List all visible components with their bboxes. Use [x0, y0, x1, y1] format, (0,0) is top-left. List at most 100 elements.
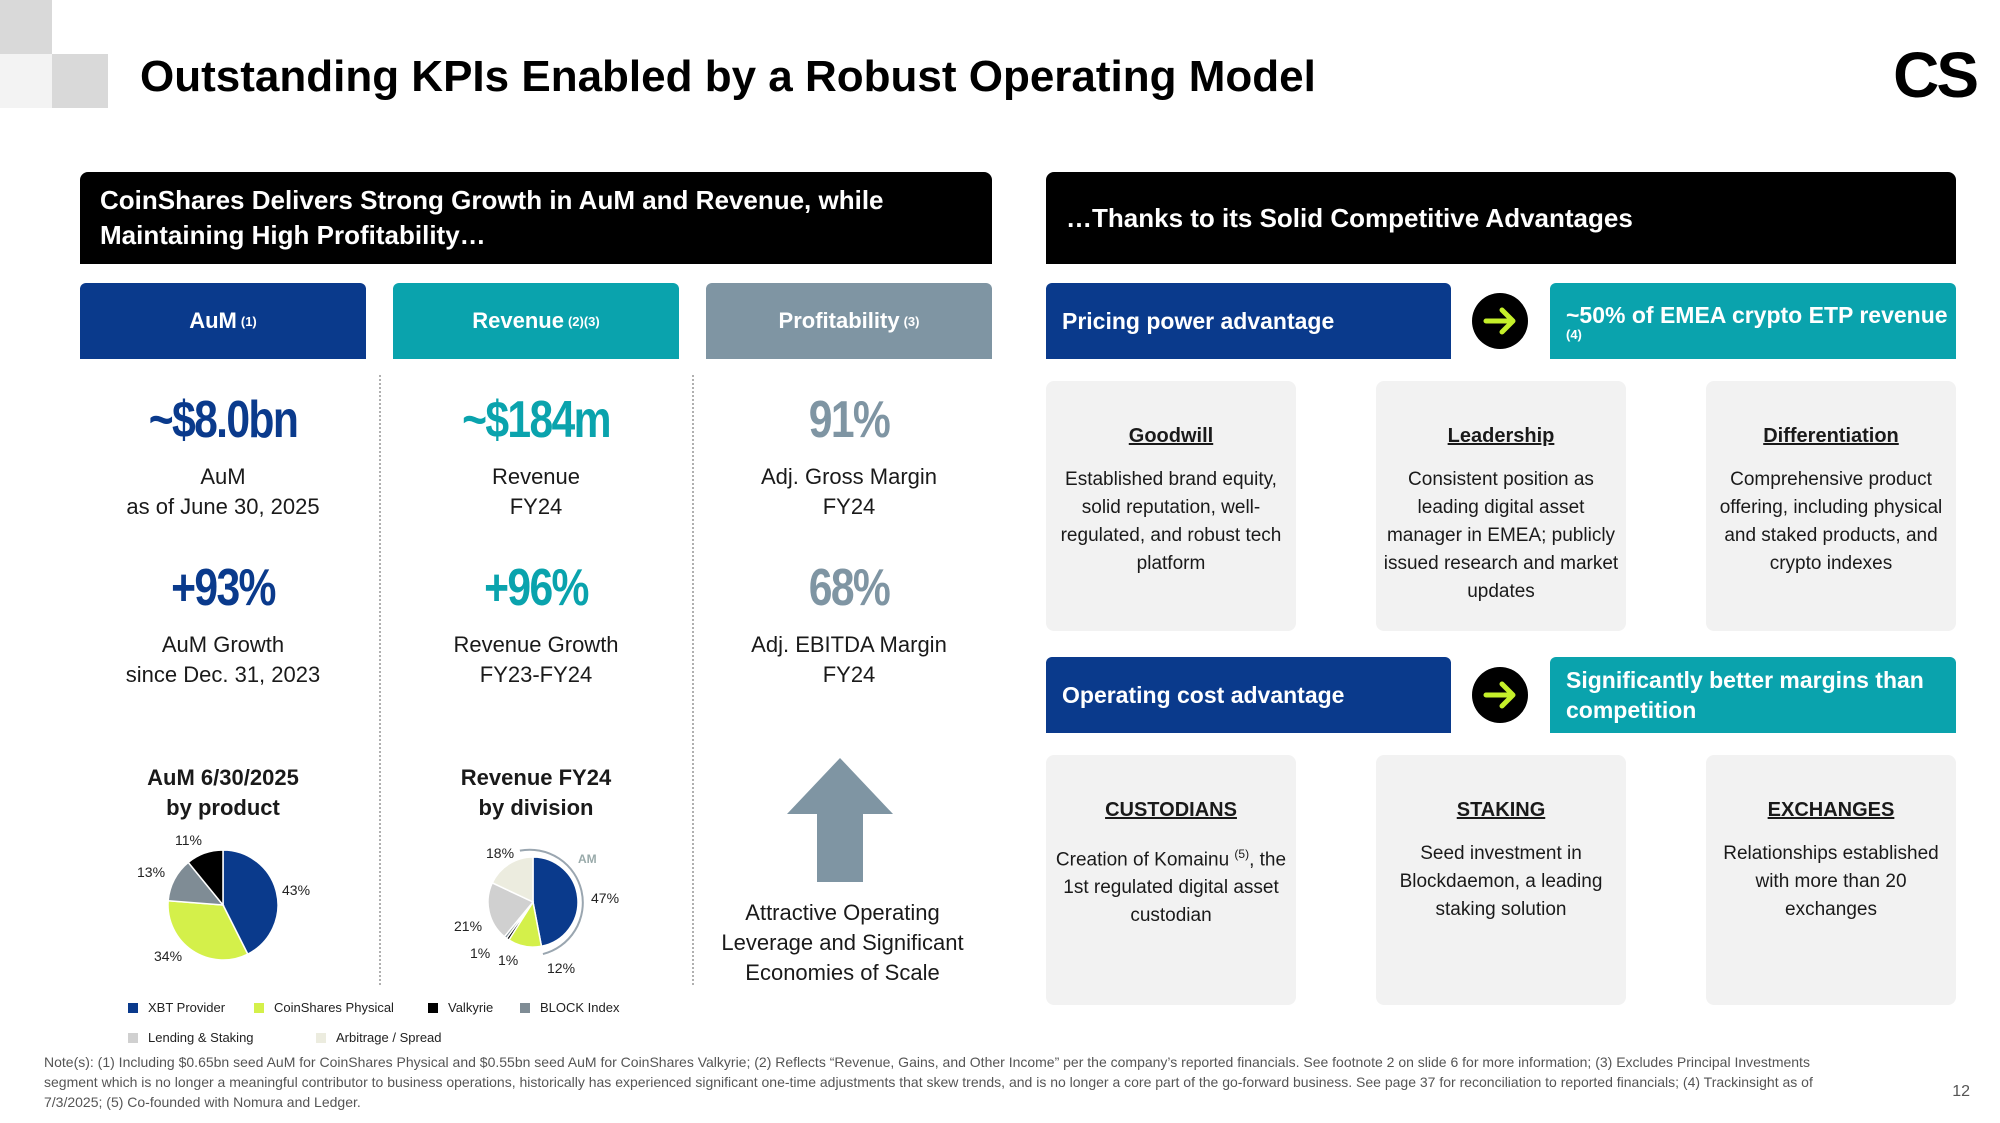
aum-value: ~$8.0bn: [148, 391, 299, 449]
legend-item-lending: Lending & Staking: [128, 1030, 254, 1045]
legend-item-physical: CoinShares Physical: [254, 1000, 394, 1015]
rev-pie-slice-1: [507, 899, 543, 948]
legend-swatch: [128, 1032, 138, 1043]
left-header-line2: Maintaining High Profitability…: [100, 220, 486, 250]
rev-pie-slice-0: [532, 856, 579, 948]
aum-pie-label-valkyrie: 11%: [175, 832, 202, 848]
left-header-line1: CoinShares Delivers Strong Growth in AuM…: [100, 185, 884, 215]
rev-pie-slice-3: [503, 901, 534, 940]
card-exchanges: EXCHANGES Relationships established with…: [1706, 755, 1956, 1005]
revenue-value: ~$184m: [462, 391, 611, 449]
aum-pie-label-block: 13%: [137, 864, 166, 880]
card-body: Creation of Komainu (5), the 1st regulat…: [1055, 847, 1287, 927]
rev-pie-slice-5: [491, 856, 534, 904]
card-body: Comprehensive product offering, includin…: [1719, 469, 1943, 574]
rev-pie-label-lending: 21%: [454, 918, 483, 934]
card-goodwill: Goodwill Established brand equity, solid…: [1046, 381, 1296, 631]
ebitda-margin-period: FY24: [822, 662, 876, 687]
aum-pie-slice-0: [222, 849, 279, 956]
rev-pie-label-xbt: 47%: [591, 890, 620, 906]
gross-margin-label: Adj. Gross Margin: [760, 464, 938, 489]
revenue-growth-period: FY23-FY24: [479, 662, 593, 687]
operating-result-line2: competition: [1566, 697, 1697, 723]
tab-aum: AuM (1): [80, 283, 366, 359]
card-body: Relationships established with more than…: [1723, 843, 1939, 920]
card-title: CUSTODIANS: [1105, 799, 1237, 821]
revenue-label: Revenue: [491, 464, 581, 489]
aum-pie-label-physical: 34%: [154, 948, 183, 964]
legend-swatch: [254, 1002, 264, 1013]
corner-square-1: [0, 0, 52, 54]
page-title: Outstanding KPIs Enabled by a Robust Ope…: [140, 52, 1316, 101]
right-section-header: …Thanks to its Solid Competitive Advanta…: [1046, 172, 1956, 264]
rev-pie-label-block: 1%: [498, 952, 519, 968]
column-divider-1: [379, 375, 381, 985]
aum-date: as of June 30, 2025: [126, 494, 320, 519]
corner-square-3: [0, 54, 52, 108]
corner-square-2: [52, 54, 108, 108]
operating-cost-bar: Operating cost advantage: [1046, 657, 1451, 733]
rev-pie-slice-2: [505, 901, 534, 942]
rev-pie-label-arbitrage: 18%: [486, 845, 515, 861]
card-staking: STAKING Seed investment in Blockdaemon, …: [1376, 755, 1626, 1005]
aum-chart-title: AuM 6/30/2025 by product: [147, 765, 299, 820]
tab-profitability: Profitability (3): [706, 283, 992, 359]
legend-item-arbitrage: Arbitrage / Spread: [316, 1030, 442, 1045]
legend-swatch: [128, 1002, 138, 1013]
aum-label: AuM: [200, 464, 246, 489]
operating-result-bar: Significantly better margins than compet…: [1550, 657, 1956, 733]
card-custodians: CUSTODIANS Creation of Komainu (5), the …: [1046, 755, 1296, 1005]
footnote: Note(s): (1) Including $0.65bn seed AuM …: [44, 1054, 1813, 1110]
revenue-period: FY24: [509, 494, 563, 519]
page-number: 12: [1952, 1083, 1970, 1100]
legend-swatch: [520, 1002, 530, 1013]
legend-swatch: [428, 1002, 438, 1013]
pricing-result-note: (4): [1566, 326, 1582, 342]
operating-arrow-right-icon: [1472, 667, 1528, 723]
card-title: Goodwill: [1128, 425, 1214, 447]
card-title: Differentiation: [1763, 425, 1899, 447]
revenue-growth-value: +96%: [484, 559, 589, 617]
left-section-header: CoinShares Delivers Strong Growth in AuM…: [80, 172, 992, 264]
column-divider-2: [692, 375, 694, 985]
aum-pie-slice-2: [167, 861, 225, 906]
profitability-kpi-column: 91% Adj. Gross Margin FY24 68% Adj. EBIT…: [706, 390, 992, 690]
legend-item-xbt: XBT Provider: [128, 1000, 225, 1015]
up-arrow-icon: [787, 758, 893, 882]
rev-pie-slice-4: [487, 881, 535, 938]
company-logo: CS: [1893, 39, 1979, 111]
revenue-chart-title: Revenue FY24 by division: [460, 765, 612, 820]
card-leadership: Leadership Consistent position as leadin…: [1376, 381, 1626, 631]
gross-margin-period: FY24: [822, 494, 876, 519]
rev-pie-am-arc: [519, 848, 584, 956]
aum-pie-label-xbt: 43%: [282, 882, 311, 898]
card-body: Established brand equity, solid reputati…: [1060, 469, 1282, 574]
aum-pie-slice-3: [187, 849, 224, 908]
pricing-result-bar: ~50% of EMEA crypto ETP revenue (4): [1550, 283, 1956, 359]
card-title: STAKING: [1456, 799, 1546, 821]
legend-item-valkyrie: Valkyrie: [428, 1000, 493, 1015]
aum-growth-period: since Dec. 31, 2023: [125, 662, 321, 687]
revenue-kpi-column: ~$184m Revenue FY24 +96% Revenue Growth …: [393, 390, 679, 690]
pricing-result-text: ~50% of EMEA crypto ETP revenue: [1566, 301, 1948, 328]
card-differentiation: Differentiation Comprehensive product of…: [1706, 381, 1956, 631]
legend-item-block: BLOCK Index: [520, 1000, 620, 1015]
rev-pie-am-label: AM: [578, 852, 597, 866]
pricing-arrow-right-icon: [1472, 293, 1528, 349]
gross-margin-value: 91%: [808, 391, 891, 449]
leverage-text: Attractive Operating Leverage and Signifi…: [721, 900, 964, 985]
aum-kpi-column: ~$8.0bn AuM as of June 30, 2025 +93% AuM…: [80, 390, 366, 690]
aum-growth-label: AuM Growth: [161, 632, 285, 657]
revenue-growth-label: Revenue Growth: [453, 632, 619, 657]
ebitda-margin-value: 68%: [808, 559, 891, 617]
card-title: Leadership: [1447, 425, 1555, 447]
ebitda-margin-label: Adj. EBITDA Margin: [751, 632, 947, 657]
card-body: Consistent position as leading digital a…: [1383, 469, 1619, 602]
pricing-power-bar: Pricing power advantage: [1046, 283, 1451, 359]
aum-growth-value: +93%: [171, 559, 276, 617]
operating-result-line1: Significantly better margins than: [1566, 667, 1924, 693]
rev-pie-label-physical: 12%: [547, 960, 576, 976]
right-header-text: …Thanks to its Solid Competitive Advanta…: [1066, 202, 1633, 233]
card-body: Seed investment in Blockdaemon, a leadin…: [1399, 843, 1603, 920]
tab-revenue: Revenue (2)(3): [393, 283, 679, 359]
